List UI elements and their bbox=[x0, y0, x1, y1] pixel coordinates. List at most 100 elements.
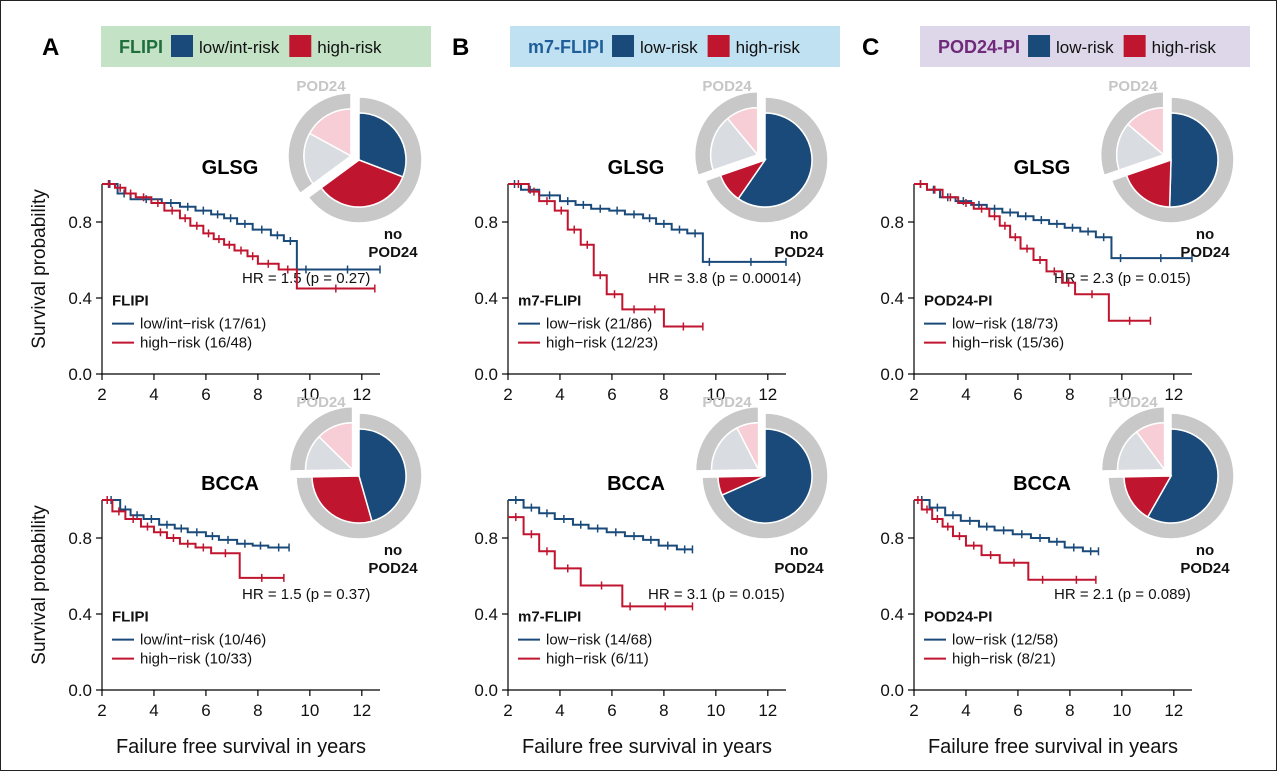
plot-legend-entry-low: low−risk (14/68) bbox=[546, 632, 652, 649]
x-tick-label: 10 bbox=[706, 701, 725, 720]
legend-swatch-low bbox=[171, 35, 193, 57]
panel-letter: C bbox=[862, 34, 879, 61]
pie-slice-no-pod24-high bbox=[311, 475, 373, 524]
legend-swatch-low bbox=[1028, 35, 1051, 57]
x-tick-label: 10 bbox=[706, 385, 725, 404]
y-tick-label: 0.4 bbox=[474, 289, 498, 308]
x-tick-label: 10 bbox=[1112, 385, 1131, 404]
x-tick-label: 4 bbox=[149, 701, 158, 720]
hr-annotation: HR = 1.5 (p = 0.37) bbox=[242, 586, 370, 603]
pie-slice-no-pod24-low bbox=[1168, 112, 1219, 208]
pie-slice-no-pod24-low bbox=[1146, 428, 1219, 524]
plot-legend-entry-high: high−risk (12/23) bbox=[546, 335, 658, 352]
hr-annotation: HR = 2.3 (p = 0.015) bbox=[1054, 270, 1191, 287]
pie-no-pod24-label: POD24 bbox=[368, 560, 418, 577]
plot-legend-title: POD24-PI bbox=[924, 293, 992, 310]
y-tick-label: 0.4 bbox=[474, 605, 498, 624]
legend-box bbox=[101, 26, 431, 67]
km-plot-A-glsg: 0.0 0.4 0.8 2 4 6 8 10 12 Survival probability GLS… bbox=[29, 78, 423, 404]
km-plot-B-bcca: 0.0 0.4 0.8 2 4 6 8 10 12 Failure free survival i… bbox=[474, 394, 829, 758]
plot-legend-entry-high: high−risk (16/48) bbox=[140, 335, 252, 352]
x-tick-label: 12 bbox=[352, 385, 371, 404]
pie-pod24-label: POD24 bbox=[1108, 394, 1158, 411]
x-tick-label: 12 bbox=[1164, 701, 1183, 720]
pie-slice-no-pod24-high bbox=[320, 159, 404, 208]
x-tick-label: 4 bbox=[961, 701, 970, 720]
legend-swatch-low bbox=[612, 35, 635, 57]
km-curve-low bbox=[102, 183, 380, 271]
x-tick-label: 6 bbox=[201, 701, 210, 720]
cohort-title: GLSG bbox=[202, 157, 259, 179]
hr-annotation: HR = 1.5 (p = 0.27) bbox=[242, 270, 370, 287]
pie-slice-no-pod24-low bbox=[358, 428, 407, 523]
pie-slice-no-pod24-high bbox=[1125, 158, 1172, 208]
plot-legend-entry-low: low/int−risk (17/61) bbox=[140, 316, 266, 333]
plot-legend-title: m7-FLIPI bbox=[518, 293, 581, 310]
km-curve-high bbox=[508, 516, 693, 608]
x-tick-label: 6 bbox=[1013, 385, 1022, 404]
pie-slice-pod24-high bbox=[317, 421, 354, 472]
x-tick-label: 4 bbox=[149, 385, 158, 404]
y-tick-label: 0.4 bbox=[880, 605, 904, 624]
y-tick-label: 0.8 bbox=[68, 213, 92, 232]
pie-no-pod24-label: POD24 bbox=[1180, 244, 1230, 261]
x-tick-label: 12 bbox=[758, 701, 777, 720]
x-tick-label: 8 bbox=[659, 701, 668, 720]
plot-legend-entry-high: high−risk (10/33) bbox=[140, 651, 252, 668]
km-plot-A-bcca: 0.0 0.4 0.8 2 4 6 8 10 12 Survival probability Fai… bbox=[29, 394, 423, 758]
legend-high-label: high-risk bbox=[1152, 38, 1217, 57]
pie-pod24-label: POD24 bbox=[1108, 78, 1158, 95]
pie-no-label: no bbox=[1196, 542, 1214, 559]
pie-no-label: no bbox=[790, 226, 808, 243]
x-tick-label: 2 bbox=[503, 385, 512, 404]
pie-no-pod24-label: POD24 bbox=[1180, 560, 1230, 577]
y-tick-label: 0.0 bbox=[880, 681, 904, 700]
x-tick-label: 10 bbox=[1112, 701, 1131, 720]
cohort-title: GLSG bbox=[608, 157, 665, 179]
legend-high-label: high-risk bbox=[317, 38, 382, 57]
y-axis-label: Survival probability bbox=[29, 505, 50, 665]
y-axis-label: Survival probability bbox=[29, 189, 50, 349]
panel-letter: A bbox=[42, 34, 59, 61]
x-axis-label: Failure free survival in years bbox=[928, 736, 1178, 758]
legend-title: m7-FLIPI bbox=[528, 37, 604, 57]
hr-annotation: HR = 3.8 (p = 0.00014) bbox=[648, 270, 801, 287]
pie-pod24-label: POD24 bbox=[702, 78, 752, 95]
legend-swatch-high bbox=[289, 35, 312, 57]
pie-slice-pod24-high bbox=[1135, 421, 1166, 472]
legend-low-label: low-risk bbox=[640, 38, 698, 57]
plot-legend-title: POD24-PI bbox=[924, 609, 992, 626]
km-plot-C-bcca: 0.0 0.4 0.8 2 4 6 8 10 12 Failure free survival i… bbox=[880, 394, 1235, 758]
x-axis-label: Failure free survival in years bbox=[522, 736, 772, 758]
x-tick-label: 2 bbox=[503, 701, 512, 720]
km-curve-high bbox=[914, 499, 1096, 581]
cohort-title: GLSG bbox=[1014, 157, 1071, 179]
x-tick-label: 8 bbox=[1065, 385, 1074, 404]
pie-slice-pod24-high bbox=[735, 421, 760, 471]
pie-no-label: no bbox=[790, 542, 808, 559]
cohort-title: BCCA bbox=[607, 473, 665, 495]
plot-legend-title: m7-FLIPI bbox=[518, 609, 581, 626]
pie-no-label: no bbox=[384, 226, 402, 243]
x-tick-label: 8 bbox=[1065, 701, 1074, 720]
x-tick-label: 8 bbox=[253, 385, 262, 404]
x-tick-label: 12 bbox=[1164, 385, 1183, 404]
panel-letter: B bbox=[452, 34, 469, 61]
plot-legend-entry-low: low/int−risk (10/46) bbox=[140, 632, 266, 649]
x-tick-label: 2 bbox=[909, 701, 918, 720]
y-tick-label: 0.8 bbox=[880, 529, 904, 548]
pie-slice-no-pod24-high bbox=[717, 475, 766, 497]
hr-annotation: HR = 2.1 (p = 0.089) bbox=[1054, 586, 1191, 603]
pie-slice-pod24-low bbox=[303, 132, 353, 185]
pie-slice-no-pod24-low bbox=[737, 112, 813, 208]
x-tick-label: 4 bbox=[555, 385, 564, 404]
x-tick-label: 4 bbox=[961, 385, 970, 404]
pie-slice-no-pod24-low bbox=[358, 112, 407, 178]
cohort-title: BCCA bbox=[201, 473, 259, 495]
plot-legend-entry-high: high−risk (15/36) bbox=[952, 335, 1064, 352]
y-tick-label: 0.0 bbox=[68, 365, 92, 384]
pie-slice-pod24-high bbox=[726, 107, 759, 157]
